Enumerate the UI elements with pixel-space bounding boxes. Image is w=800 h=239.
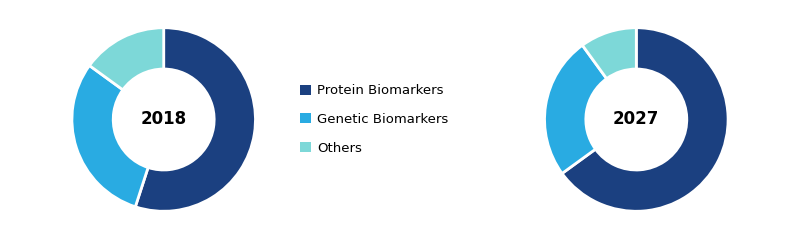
Wedge shape (72, 65, 148, 207)
Text: 2018: 2018 (141, 110, 186, 129)
Legend: Protein Biomarkers, Genetic Biomarkers, Others: Protein Biomarkers, Genetic Biomarkers, … (300, 84, 449, 155)
Wedge shape (562, 28, 728, 211)
Text: 2027: 2027 (613, 110, 659, 129)
Wedge shape (135, 28, 255, 211)
Wedge shape (582, 28, 636, 79)
Wedge shape (545, 45, 606, 174)
Wedge shape (90, 28, 164, 90)
